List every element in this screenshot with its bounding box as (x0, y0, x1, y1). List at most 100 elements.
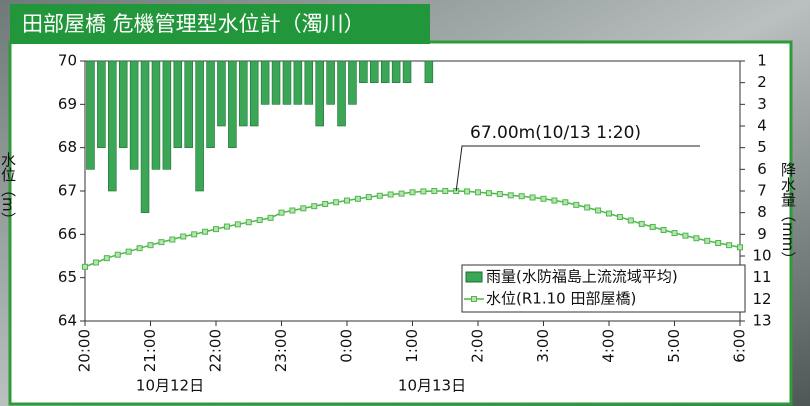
rain-bar (130, 61, 138, 169)
rain-bar (141, 61, 149, 213)
water-level-point (552, 198, 557, 203)
x-tick-label: 4:00 (600, 329, 618, 363)
water-level-point (596, 208, 601, 213)
y2-tick-label: 4 (757, 117, 767, 135)
date-label: 10月13日 (398, 377, 466, 395)
y2-tick-label: 7 (757, 182, 767, 200)
water-level-point (530, 195, 535, 200)
y2-tick-label: 9 (757, 225, 767, 243)
water-level-point (312, 204, 317, 209)
x-tick-label: 0:00 (338, 329, 356, 363)
x-tick-label: 3:00 (534, 329, 552, 363)
rain-bar (316, 61, 324, 126)
y-tick-label: 69 (58, 95, 77, 113)
water-level-point (137, 246, 142, 251)
legend-swatch (466, 272, 482, 282)
water-level-point (355, 196, 360, 201)
water-level-point (214, 227, 219, 232)
rain-bar (272, 61, 280, 104)
water-level-point (650, 224, 655, 229)
water-level-point (399, 191, 404, 196)
annotation: 67.00m(10/13 1:20) (470, 123, 641, 143)
y-tick-label: 70 (58, 52, 77, 70)
water-level-point (508, 193, 513, 198)
water-level-point (377, 193, 382, 198)
water-level-point (181, 234, 186, 239)
x-tick-label: 23:00 (272, 329, 290, 372)
water-level-point (257, 218, 262, 223)
water-level-point (563, 200, 568, 205)
rain-bar (403, 61, 411, 83)
rain-bar (228, 61, 236, 148)
legend-label: 水位(R1.10 田部屋橋) (486, 290, 636, 308)
water-level-point (661, 228, 666, 233)
title: 田部屋橋 危機管理型水位計（濁川） (22, 12, 365, 36)
water-level-point (574, 202, 579, 207)
x-tick-label: 5:00 (665, 329, 683, 363)
rain-bar (108, 61, 116, 191)
y-tick-label: 67 (58, 182, 77, 200)
water-level-point (323, 202, 328, 207)
x-tick-label: 1:00 (403, 329, 421, 363)
water-level-point (235, 222, 240, 227)
rain-bar (97, 61, 105, 148)
rain-bar (381, 61, 389, 83)
water-level-point (93, 260, 98, 265)
rain-bar (87, 61, 95, 169)
y2-tick-label: 6 (757, 160, 767, 178)
rain-bar (250, 61, 258, 126)
y-tick-label: 68 (58, 138, 77, 156)
y2-tick-label: 11 (752, 268, 771, 286)
water-level-point (170, 237, 175, 242)
y-tick-label: 64 (58, 312, 77, 330)
rain-bar (207, 61, 215, 148)
y2-tick-label: 2 (757, 73, 767, 91)
rain-bar (185, 61, 193, 148)
legend-label: 雨量(水防福島上流流域平均) (486, 268, 678, 286)
water-level-point (465, 189, 470, 194)
water-level-point (192, 232, 197, 237)
water-level-point (345, 198, 350, 203)
legend-swatch-point (472, 297, 477, 302)
rain-bar (239, 61, 247, 126)
water-level-point (159, 240, 164, 245)
water-level-point (268, 215, 273, 220)
water-level-point (705, 238, 710, 243)
water-level-point (497, 192, 502, 197)
y2-tick-label: 1 (757, 52, 767, 70)
y2-tick-label: 3 (757, 95, 767, 113)
water-level-point (432, 189, 437, 194)
water-level-point (334, 200, 339, 205)
water-level-point (694, 236, 699, 241)
y2-tick-label: 5 (757, 138, 767, 156)
y2-tick-label: 10 (752, 247, 771, 265)
water-level-point (585, 205, 590, 210)
x-tick-label: 20:00 (76, 329, 94, 372)
water-level-point (410, 190, 415, 195)
rain-bar (152, 61, 160, 169)
water-level-point (421, 189, 426, 194)
water-level-point (486, 191, 491, 196)
water-level-point (628, 218, 633, 223)
y2-tick-label: 13 (752, 312, 771, 330)
water-level-point (290, 208, 295, 213)
water-level-point (126, 249, 131, 254)
rain-bar (283, 61, 291, 104)
rain-bar (425, 61, 433, 83)
x-tick-label: 21:00 (141, 329, 159, 372)
water-level-point (279, 210, 284, 215)
rain-bar (349, 61, 357, 104)
water-level-point (224, 224, 229, 229)
rain-bar (294, 61, 302, 104)
date-label: 10月12日 (136, 377, 204, 395)
x-tick-label: 6:00 (731, 329, 749, 363)
rain-bar (359, 61, 367, 83)
water-level-point (727, 243, 732, 248)
y-tick-label: 66 (58, 225, 77, 243)
water-level-point (607, 211, 612, 216)
water-level-point (519, 194, 524, 199)
water-level-point (246, 220, 251, 225)
water-level-point (203, 229, 208, 234)
screen: 田部屋橋 危機管理型水位計（濁川） 6465666768697012345678… (0, 0, 810, 406)
x-tick-label: 22:00 (207, 329, 225, 372)
